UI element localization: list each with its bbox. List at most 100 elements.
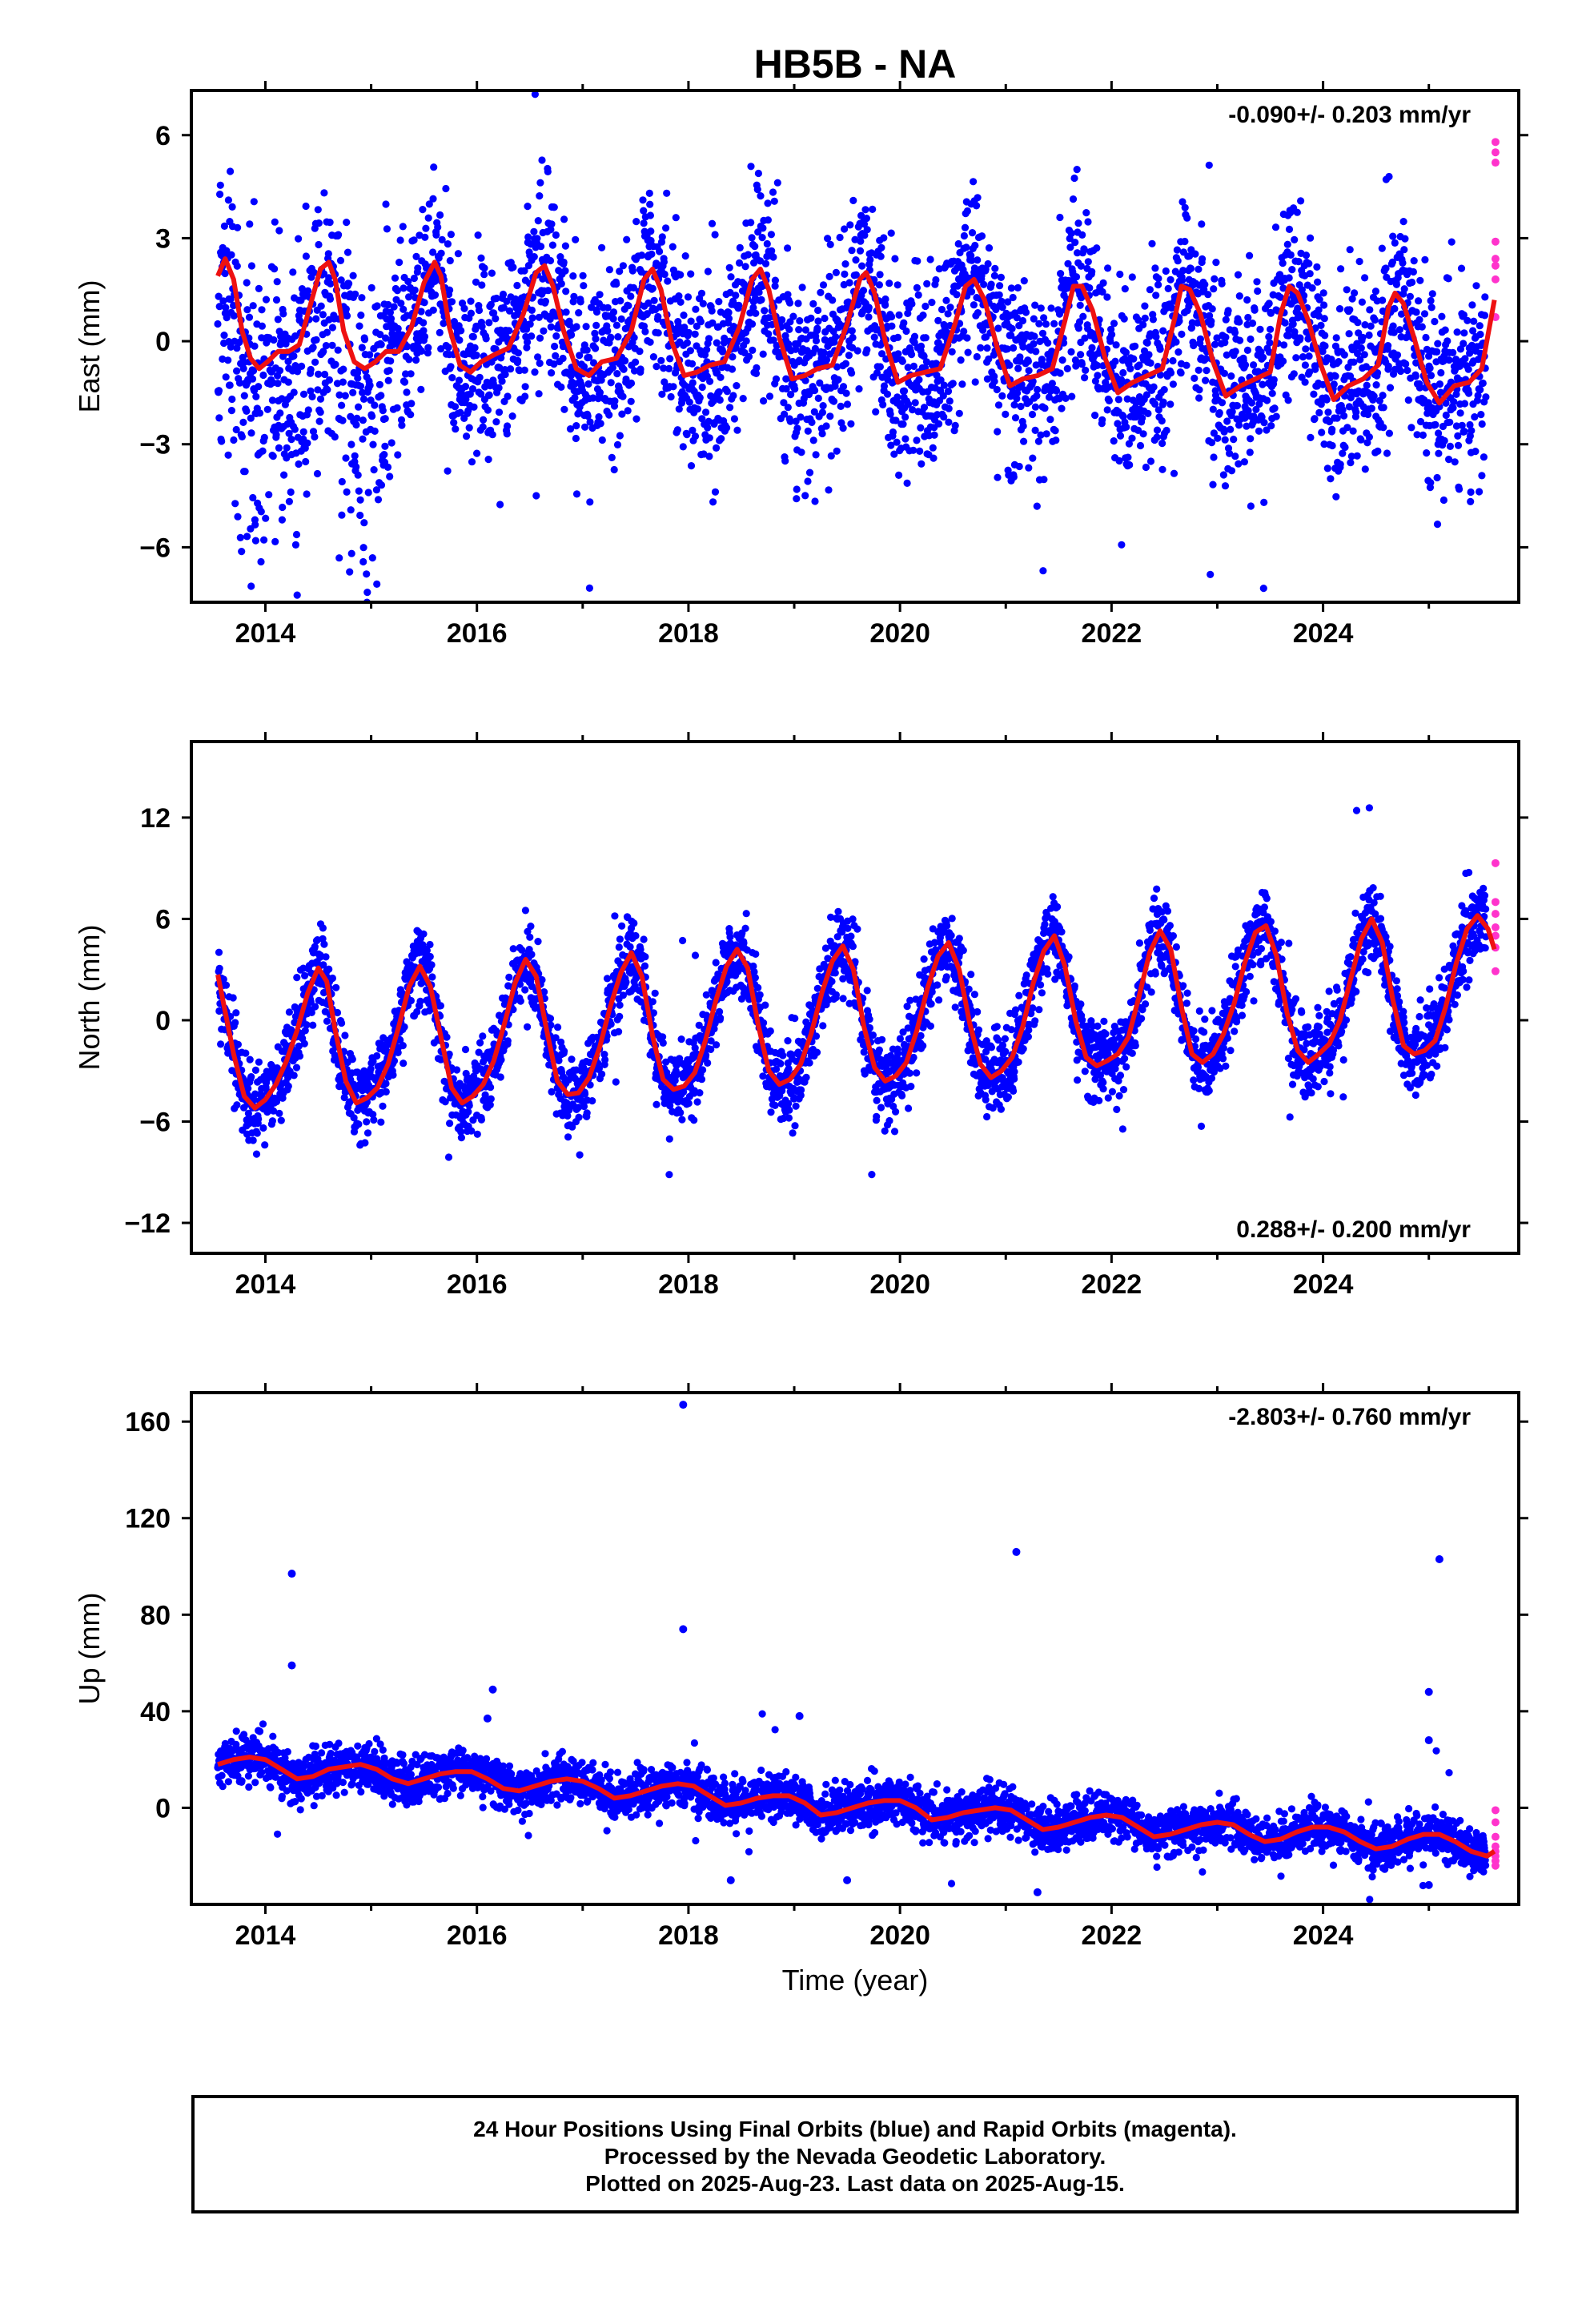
data-point xyxy=(757,192,765,200)
data-point xyxy=(451,403,460,411)
data-point xyxy=(346,568,354,576)
data-point xyxy=(544,167,552,175)
data-point xyxy=(534,938,542,946)
data-point xyxy=(353,414,361,423)
data-point xyxy=(870,333,878,341)
data-point xyxy=(974,256,982,264)
data-point xyxy=(492,418,500,426)
data-point xyxy=(572,422,580,430)
data-point xyxy=(980,280,988,288)
data-point xyxy=(991,264,999,272)
data-point xyxy=(369,1057,377,1065)
data-point xyxy=(1339,406,1347,414)
data-point xyxy=(829,328,837,336)
data-point xyxy=(383,225,391,233)
data-point xyxy=(1456,485,1464,493)
data-point xyxy=(1315,306,1323,314)
data-point xyxy=(1321,332,1329,340)
data-point xyxy=(705,434,713,442)
data-point xyxy=(544,287,552,295)
data-point xyxy=(1202,376,1210,384)
data-point xyxy=(477,254,485,262)
data-point xyxy=(481,1091,489,1099)
data-point xyxy=(1341,443,1349,452)
data-point xyxy=(1037,431,1045,439)
data-point xyxy=(1408,278,1416,287)
data-point xyxy=(936,348,944,356)
data-point xyxy=(596,291,604,299)
rapid-orbit-point xyxy=(1491,275,1500,283)
data-point xyxy=(1224,307,1232,315)
x-tick-label: 2020 xyxy=(869,618,930,649)
data-point xyxy=(1366,306,1374,314)
data-point xyxy=(1116,432,1125,440)
data-point xyxy=(247,582,255,590)
data-point xyxy=(270,336,278,344)
data-point xyxy=(735,301,743,309)
data-point xyxy=(1141,314,1149,322)
data-point xyxy=(407,370,415,378)
data-point xyxy=(1443,337,1452,345)
data-point xyxy=(504,1037,512,1045)
data-point xyxy=(861,206,869,214)
data-point xyxy=(913,436,921,444)
data-point xyxy=(1142,391,1150,399)
data-point xyxy=(576,298,584,306)
data-point xyxy=(877,243,885,251)
data-point xyxy=(658,233,666,241)
data-point xyxy=(888,312,896,321)
data-point xyxy=(1391,239,1399,247)
data-point xyxy=(1220,428,1228,436)
data-point xyxy=(1370,392,1378,400)
data-point xyxy=(448,298,456,306)
data-point xyxy=(585,584,594,593)
data-point xyxy=(405,356,413,364)
data-point xyxy=(755,288,763,296)
data-point xyxy=(1456,409,1464,417)
data-point xyxy=(215,303,223,311)
data-point xyxy=(1331,372,1339,380)
data-point xyxy=(878,373,886,381)
data-point xyxy=(1439,496,1447,505)
data-point xyxy=(932,275,940,284)
data-point xyxy=(592,321,600,329)
data-point xyxy=(417,347,426,355)
data-point xyxy=(572,235,580,243)
data-point xyxy=(971,241,979,250)
data-point xyxy=(1236,336,1244,344)
data-point xyxy=(833,363,841,371)
data-point xyxy=(257,557,265,566)
data-point xyxy=(843,400,852,408)
data-point xyxy=(315,219,323,227)
data-point xyxy=(461,1045,470,1054)
data-point xyxy=(937,376,945,384)
data-point xyxy=(772,375,781,383)
data-point xyxy=(250,198,258,206)
data-point xyxy=(957,356,965,364)
data-point xyxy=(358,344,366,352)
data-point xyxy=(224,451,232,459)
data-point xyxy=(725,263,733,271)
data-point xyxy=(526,320,534,328)
data-point xyxy=(535,390,543,398)
data-point xyxy=(1285,225,1294,233)
data-point xyxy=(478,281,486,289)
data-point xyxy=(437,249,445,257)
data-point xyxy=(319,348,327,356)
data-point xyxy=(841,225,849,233)
data-point xyxy=(1311,365,1319,373)
data-point xyxy=(1419,431,1427,440)
data-point xyxy=(681,252,689,260)
data-point xyxy=(893,333,902,341)
data-point xyxy=(698,383,706,392)
data-point xyxy=(276,409,284,417)
data-point xyxy=(1195,386,1203,394)
data-point xyxy=(993,385,1001,394)
data-point xyxy=(480,416,488,424)
data-point xyxy=(1373,369,1382,377)
data-point xyxy=(768,247,776,255)
data-point xyxy=(514,349,523,357)
data-point xyxy=(564,1112,572,1120)
data-point xyxy=(552,1034,560,1042)
data-point xyxy=(255,383,263,391)
